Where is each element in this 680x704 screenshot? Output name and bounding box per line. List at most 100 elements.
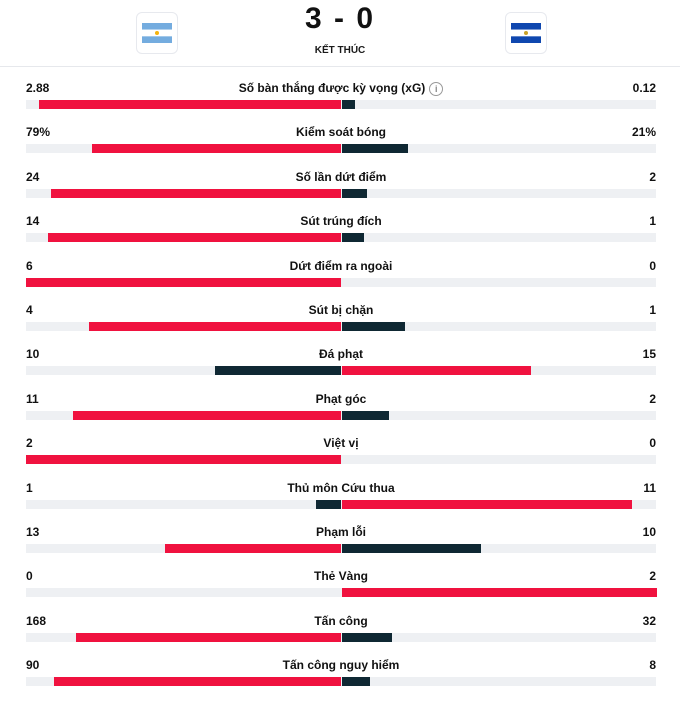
stat-row: 2 Việt vị 0 (26, 436, 656, 466)
away-stat-bar (342, 544, 481, 553)
home-stat-bar (316, 499, 341, 509)
away-stat-bar (342, 366, 531, 376)
stat-row: 168 Tấn công 32 (26, 614, 656, 644)
away-stat-value: 1 (649, 303, 656, 317)
stat-bar-track (26, 277, 656, 287)
stat-row: 24 Số lần dứt điểm 2 (26, 170, 656, 200)
home-stat-bar (89, 322, 341, 331)
away-stat-value: 15 (642, 347, 656, 362)
away-stat-value: 0 (649, 436, 656, 451)
home-stat-value: 6 (26, 258, 33, 273)
home-team-flag[interactable] (136, 12, 178, 54)
stat-row: 79% Kiểm soát bóng 21% (26, 125, 656, 155)
away-stat-value: 11 (643, 480, 656, 495)
away-stat-value: 1 (649, 214, 656, 229)
home-stat-bar (26, 455, 341, 465)
home-stat-value: 10 (26, 347, 40, 362)
stat-bar-track (26, 188, 656, 198)
away-stat-bar (342, 499, 632, 509)
away-stat-value: 0 (649, 258, 656, 273)
home-stat-value: 2.88 (26, 81, 50, 95)
away-stat-bar (342, 322, 405, 331)
away-stat-value: 2 (649, 169, 656, 184)
away-stat-bar (342, 188, 367, 198)
stat-label: Tấn công nguy hiểm (282, 658, 400, 673)
home-stat-value: 4 (26, 303, 33, 317)
stat-bar-track (26, 677, 656, 687)
stat-bar-track (26, 455, 656, 465)
home-stat-bar (215, 366, 341, 376)
match-status: KẾT THÚC (314, 45, 366, 56)
stat-label: Phạm lỗi (315, 525, 366, 539)
stat-bar-track (26, 632, 656, 642)
stat-label: Số lần dứt điểm (295, 169, 387, 184)
home-stat-bar (92, 144, 341, 154)
stat-label: Thủ môn Cứu thua (287, 480, 395, 495)
away-stat-bar (342, 233, 364, 243)
stat-bar-track (26, 544, 656, 553)
home-stat-value: 1 (26, 480, 33, 495)
stat-bar-track (26, 588, 657, 598)
home-stat-value: 0 (26, 569, 33, 584)
match-header: 3 - 0 KẾT THÚC (0, 0, 680, 67)
match-score: 3 - 0 (304, 2, 376, 35)
home-stat-bar (73, 410, 341, 420)
stat-label: Sút trúng đích (300, 214, 382, 229)
away-stat-bar (342, 410, 389, 420)
away-stat-bar (342, 144, 408, 154)
stat-bar-track (26, 499, 656, 509)
stat-label: Kiểm soát bóng (295, 125, 386, 140)
away-stat-value: 32 (642, 613, 656, 628)
stat-label: Sút bị chặn (308, 303, 374, 317)
stat-label: Việt vị (323, 436, 359, 451)
home-stat-value: 2 (26, 436, 33, 451)
stat-bar-track (26, 366, 656, 376)
stat-bar-track (26, 144, 656, 154)
el-salvador-flag-icon (511, 23, 541, 43)
stat-row: 0 Thẻ Vàng 2 (26, 569, 657, 599)
away-stat-bar (342, 677, 370, 687)
away-stat-bar (342, 588, 657, 598)
away-stat-value: 8 (649, 658, 656, 673)
away-stat-value: 10 (642, 525, 656, 539)
away-team-flag[interactable] (505, 12, 547, 54)
home-stat-value: 13 (26, 525, 40, 539)
away-stat-bar (342, 632, 392, 642)
stat-label: Đá phạt (318, 347, 363, 362)
stat-bar-track (26, 100, 656, 109)
home-stat-value: 14 (26, 214, 40, 229)
home-stat-bar (54, 677, 341, 687)
stat-row: 13 Phạm lỗi 10 (26, 525, 656, 555)
home-stat-value: 90 (26, 658, 40, 673)
home-stat-value: 168 (26, 613, 47, 628)
home-stat-bar (165, 544, 341, 553)
stat-row: 10 Đá phạt 15 (26, 347, 656, 377)
stat-bar-track (26, 322, 656, 331)
away-stat-value: 21% (631, 125, 656, 140)
stat-label: Tấn công (314, 613, 368, 628)
home-stat-bar (48, 233, 341, 243)
stat-label: Số bàn thắng được kỳ vọng (xG) i (26, 81, 656, 96)
stat-bar-track (26, 410, 656, 420)
home-stat-bar (26, 277, 341, 287)
away-stat-value: 2 (649, 569, 656, 584)
home-stat-value: 11 (26, 391, 39, 406)
home-stat-bar (76, 632, 341, 642)
away-stat-value: 0.12 (632, 81, 656, 95)
info-icon[interactable]: i (429, 81, 444, 96)
argentina-flag-icon (142, 23, 172, 43)
stat-bar-track (26, 233, 656, 243)
away-stat-value: 2 (649, 391, 656, 406)
home-stat-value: 24 (26, 169, 40, 184)
stat-row: 90 Tấn công nguy hiểm 8 (26, 658, 656, 688)
stat-row: 11 Phạt góc 2 (26, 392, 656, 422)
stat-row: 1 Thủ môn Cứu thua 11 (26, 481, 656, 511)
home-stat-bar (51, 188, 341, 198)
home-stat-value: 79% (26, 125, 51, 140)
stat-row: 4 Sút bị chặn 1 (26, 303, 656, 333)
away-stat-bar (342, 100, 355, 109)
stat-label: Phạt góc (315, 391, 367, 406)
stat-row: 2.88 Số bàn thắng được kỳ vọng (xG) i 0.12 (26, 81, 656, 111)
stat-label: Thẻ Vàng (313, 569, 368, 584)
home-stat-bar (39, 100, 341, 109)
